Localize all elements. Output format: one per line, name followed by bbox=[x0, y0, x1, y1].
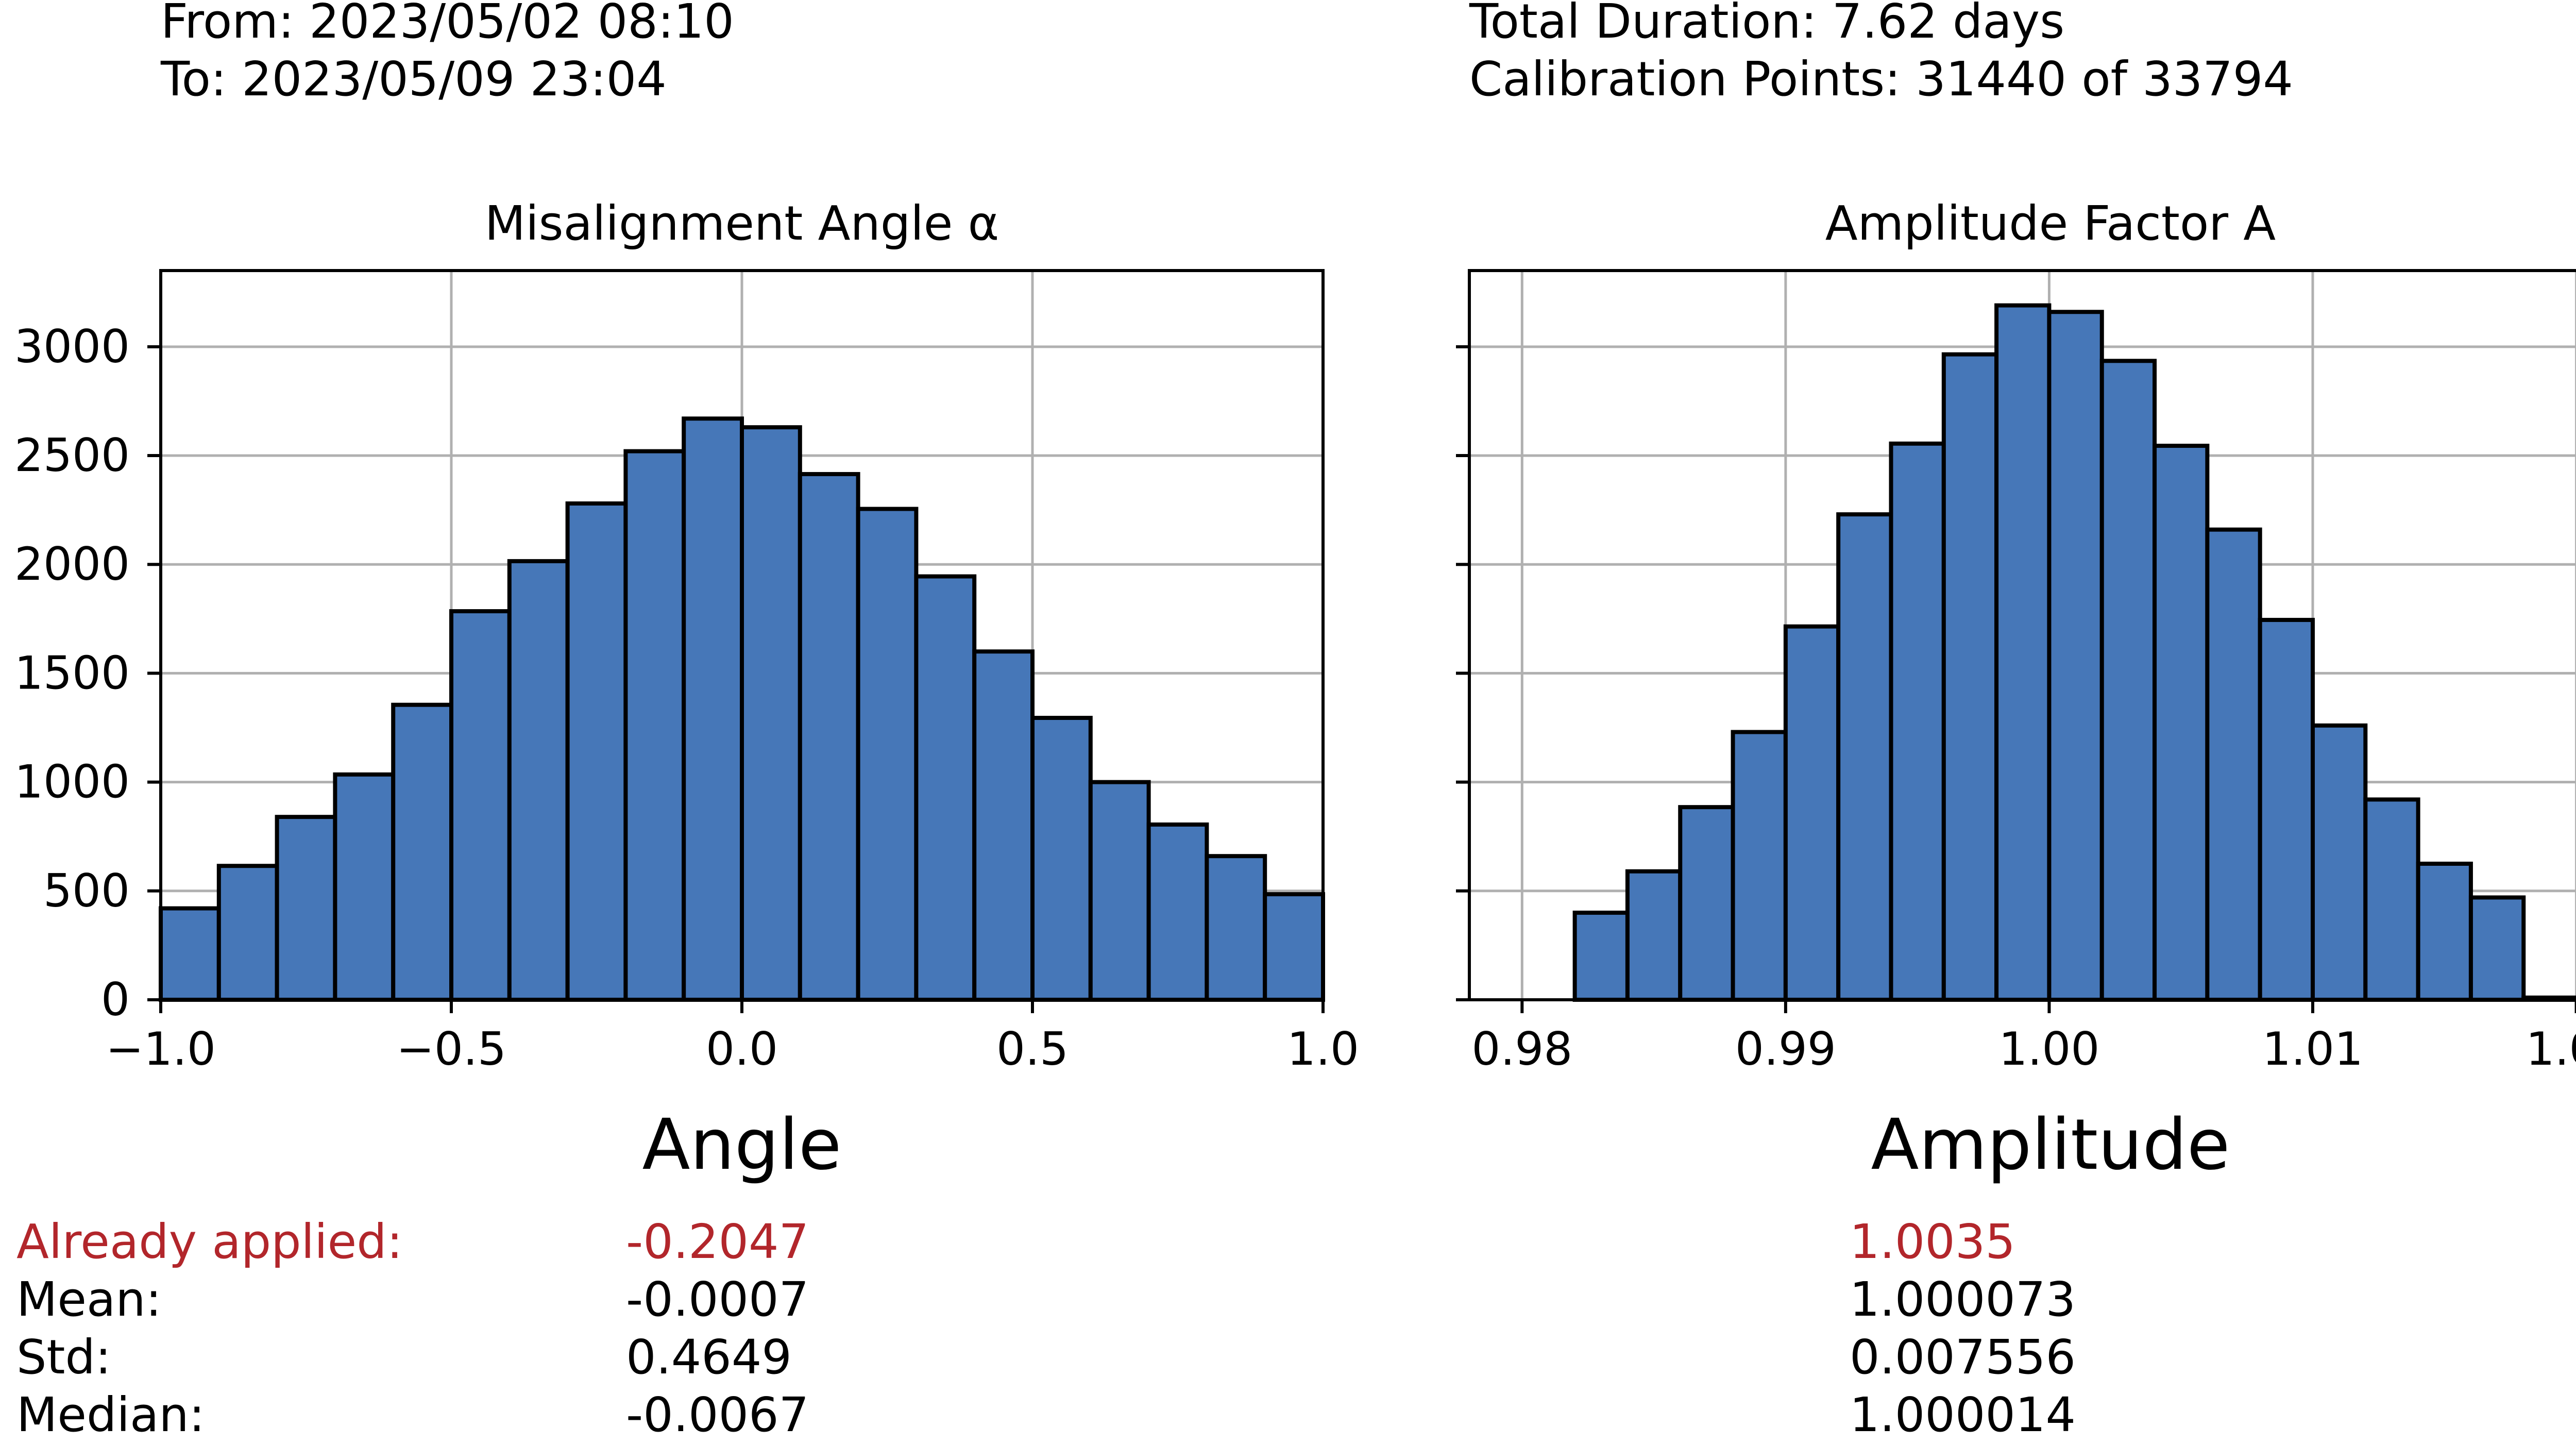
applied-label: Already applied: bbox=[16, 1214, 403, 1269]
amplitude-xtick-label-4: 1.02 bbox=[2526, 1022, 2576, 1076]
amplitude-bar-4 bbox=[1731, 730, 1788, 1002]
amplitude-xtick-label-1: 0.99 bbox=[1735, 1022, 1836, 1076]
amplitude-bar-5 bbox=[1783, 624, 1841, 1002]
angle-ytick-label-3: 1500 bbox=[14, 646, 130, 699]
amplitude-bar-18 bbox=[2468, 895, 2526, 1002]
angle-bar-6 bbox=[507, 559, 570, 1002]
angle-applied-value: -0.2047 bbox=[626, 1214, 809, 1269]
amplitude-bar-1 bbox=[1572, 911, 1630, 1002]
amplitude-xtick-label-2: 1.00 bbox=[1998, 1022, 2099, 1076]
amplitude-bar-16 bbox=[2363, 797, 2420, 1002]
amplitude-xtick-label-3: 1.01 bbox=[2262, 1022, 2363, 1076]
amplitude-bar-7 bbox=[1889, 441, 1946, 1002]
angle-bar-3 bbox=[333, 772, 396, 1002]
amplitude-chart-title: Amplitude Factor A bbox=[1825, 196, 2276, 251]
angle-bar-12 bbox=[856, 507, 919, 1002]
angle-xtick-label-4: 1.0 bbox=[1287, 1022, 1359, 1076]
amplitude-bar-6 bbox=[1836, 512, 1893, 1002]
angle-bar-10 bbox=[740, 425, 802, 1002]
angle-bar-13 bbox=[914, 574, 977, 1002]
angle-ytick-label-6: 3000 bbox=[14, 320, 130, 373]
amplitude-bar-8 bbox=[1941, 352, 1999, 1002]
angle-bar-19 bbox=[1263, 892, 1325, 1002]
mean-label: Mean: bbox=[16, 1272, 162, 1327]
amplitude-bar-11 bbox=[2099, 359, 2157, 1002]
amplitude-bar-3 bbox=[1678, 805, 1735, 1002]
angle-std-value: 0.4649 bbox=[626, 1330, 792, 1385]
angle-x-axis-label: Angle bbox=[642, 1104, 841, 1186]
angle-bar-7 bbox=[565, 501, 628, 1002]
angle-bar-2 bbox=[275, 815, 337, 1002]
amplitude-bar-15 bbox=[2311, 723, 2368, 1002]
angle-chart-title: Misalignment Angle α bbox=[485, 196, 999, 251]
angle-bar-16 bbox=[1088, 780, 1151, 1002]
amplitude-median-value: 1.000014 bbox=[1850, 1387, 2076, 1442]
from-date: From: 2023/05/02 08:10 bbox=[161, 0, 734, 49]
amplitude-std-value: 0.007556 bbox=[1850, 1330, 2076, 1385]
angle-ytick-label-1: 500 bbox=[43, 864, 130, 917]
angle-bar-14 bbox=[972, 649, 1035, 1002]
total-duration: Total Duration: 7.62 days bbox=[1469, 0, 2065, 49]
angle-bar-8 bbox=[623, 449, 686, 1002]
angle-xtick-label-0: −1.0 bbox=[106, 1022, 216, 1076]
angle-bar-1 bbox=[216, 864, 279, 1002]
calibration-points: Calibration Points: 31440 of 33794 bbox=[1469, 52, 2293, 107]
amplitude-bar-12 bbox=[2153, 444, 2210, 1002]
amplitude-bar-14 bbox=[2258, 617, 2315, 1002]
angle-xtick-label-3: 0.5 bbox=[996, 1022, 1069, 1076]
angle-ytick-label-5: 2500 bbox=[14, 429, 130, 482]
angle-bar-18 bbox=[1205, 854, 1267, 1002]
angle-ytick-label-2: 1000 bbox=[14, 755, 130, 809]
angle-ytick-label-0: 0 bbox=[101, 973, 130, 1026]
angle-mean-value: -0.0007 bbox=[626, 1272, 809, 1327]
amplitude-bar-13 bbox=[2205, 527, 2262, 1002]
amplitude-bar-10 bbox=[2047, 310, 2104, 1002]
angle-bar-5 bbox=[449, 609, 512, 1002]
angle-bar-17 bbox=[1146, 822, 1209, 1002]
angle-ytick-label-4: 2000 bbox=[14, 538, 130, 591]
amplitude-mean-value: 1.000073 bbox=[1850, 1272, 2076, 1327]
angle-bar-15 bbox=[1030, 716, 1093, 1002]
amplitude-x-axis-label: Amplitude bbox=[1871, 1104, 2230, 1186]
angle-bar-0 bbox=[159, 906, 221, 1002]
angle-xtick-label-2: 0.0 bbox=[706, 1022, 778, 1076]
to-date: To: 2023/05/09 23:04 bbox=[161, 52, 667, 107]
median-label: Median: bbox=[16, 1387, 205, 1442]
angle-bar-4 bbox=[391, 702, 454, 1002]
amplitude-xtick-label-0: 0.98 bbox=[1471, 1022, 1572, 1076]
angle-xtick-label-1: −0.5 bbox=[396, 1022, 506, 1076]
std-label: Std: bbox=[16, 1330, 111, 1385]
angle-bar-9 bbox=[682, 416, 744, 1002]
amplitude-bar-9 bbox=[1994, 303, 2052, 1002]
amplitude-bar-17 bbox=[2416, 862, 2473, 1002]
amplitude-bar-2 bbox=[1625, 869, 1683, 1002]
amplitude-applied-value: 1.0035 bbox=[1850, 1214, 2015, 1269]
angle-bar-11 bbox=[798, 472, 860, 1002]
angle-median-value: -0.0067 bbox=[626, 1387, 809, 1442]
